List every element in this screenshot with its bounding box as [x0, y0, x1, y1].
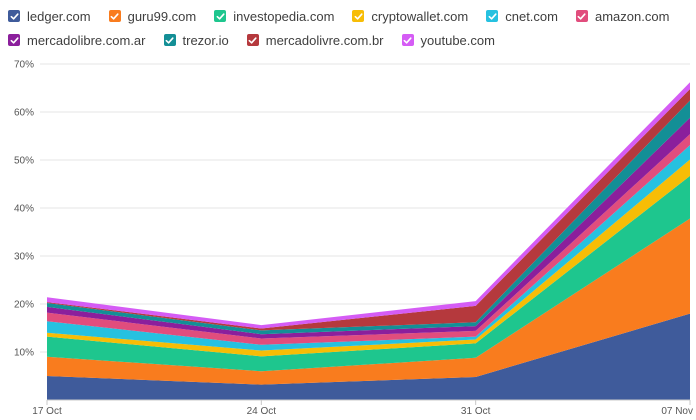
y-tick-label: 20%	[14, 300, 34, 311]
checkmark-icon[interactable]	[8, 34, 20, 46]
x-tick-label: 17 Oct	[32, 406, 62, 417]
legend-label: cnet.com	[505, 8, 558, 24]
series-area-cnet-com[interactable]	[47, 145, 690, 351]
y-tick-label: 50%	[14, 156, 34, 167]
series-area-ledger-com[interactable]	[47, 313, 690, 400]
checkmark-icon[interactable]	[8, 10, 20, 22]
checkmark-icon[interactable]	[352, 10, 365, 22]
legend-item-cnet-com[interactable]: cnet.com	[486, 6, 558, 26]
series-areas	[47, 82, 690, 400]
legend-item-guru99-com[interactable]: guru99.com	[108, 6, 197, 26]
x-tick-label: 07 Nov	[661, 406, 693, 417]
legend-label: youtube.com	[420, 32, 495, 48]
series-area-guru99-com[interactable]	[47, 218, 690, 385]
axes: 10% 20% 30% 40% 50% 60% 70% 17 Oct 24 Oct 31 Oct 0…	[14, 60, 693, 418]
legend-label: ledger.com	[27, 8, 91, 24]
legend-item-mercadolivre-com-br[interactable]: mercadolivre.com.br	[246, 30, 384, 50]
legend-label: investopedia.com	[233, 8, 335, 24]
checkmark-icon[interactable]	[486, 10, 499, 22]
checkmark-icon[interactable]	[246, 34, 259, 46]
series-area-amazon-com[interactable]	[47, 134, 690, 345]
series-area-investopedia-com[interactable]	[47, 175, 690, 372]
legend: ledger.com guru99.com investopedia.com cryp…	[8, 6, 688, 50]
checkmark-icon[interactable]	[214, 10, 227, 22]
legend-label: guru99.com	[127, 8, 197, 24]
legend-label: mercadolibre.com.ar	[27, 32, 146, 48]
y-tick-label: 70%	[14, 60, 34, 71]
checkmark-icon[interactable]	[401, 34, 414, 46]
checkmark-icon[interactable]	[575, 10, 588, 22]
y-tick-label: 30%	[14, 252, 34, 263]
legend-label: trezor.io	[182, 32, 229, 48]
legend-label: cryptowallet.com	[371, 8, 469, 24]
legend-label: mercadolivre.com.br	[265, 32, 384, 48]
legend-item-mercadolibre-com-ar[interactable]: mercadolibre.com.ar	[8, 30, 146, 50]
legend-item-ledger-com[interactable]: ledger.com	[8, 6, 91, 26]
y-tick-label: 60%	[14, 108, 34, 119]
legend-item-trezor-io[interactable]: trezor.io	[163, 30, 229, 50]
legend-label: amazon.com	[594, 8, 670, 24]
series-area-mercadolibre-com-ar[interactable]	[47, 117, 690, 339]
legend-item-amazon-com[interactable]: amazon.com	[575, 6, 670, 26]
legend-item-youtube-com[interactable]: youtube.com	[401, 30, 495, 50]
x-tick-label: 31 Oct	[461, 406, 491, 417]
legend-item-investopedia-com[interactable]: investopedia.com	[214, 6, 334, 26]
checkmark-icon[interactable]	[108, 10, 121, 22]
y-tick-label: 10%	[14, 348, 34, 359]
legend-item-cryptowallet-com[interactable]: cryptowallet.com	[352, 6, 468, 26]
checkmark-icon[interactable]	[163, 34, 176, 46]
y-tick-label: 40%	[14, 204, 34, 215]
x-tick-label: 24 Oct	[247, 406, 277, 417]
